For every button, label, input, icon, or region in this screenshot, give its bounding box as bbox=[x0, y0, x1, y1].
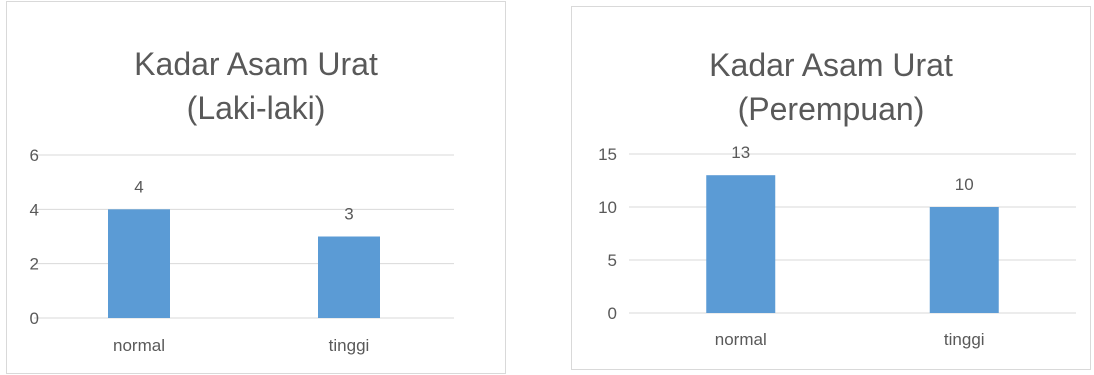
data-label: 4 bbox=[134, 177, 143, 196]
chart-panel-perempuan: Kadar Asam Urat (Perempuan) 0 5 10 15 13 norm… bbox=[571, 6, 1091, 370]
y-tick-label: 0 bbox=[30, 309, 39, 328]
x-category-label: normal bbox=[113, 336, 165, 355]
x-category-label: tinggi bbox=[329, 336, 370, 355]
chart-title-line-2: (Laki-laki) bbox=[186, 90, 326, 126]
bar bbox=[706, 175, 776, 313]
y-tick-label: 15 bbox=[598, 145, 617, 164]
x-category-label: tinggi bbox=[944, 330, 985, 349]
data-label: 3 bbox=[344, 205, 353, 224]
chart-title-line-1: Kadar Asam Urat bbox=[134, 46, 378, 82]
chart-title-line-1: Kadar Asam Urat bbox=[709, 47, 953, 83]
y-tick-label: 10 bbox=[598, 198, 617, 217]
bar bbox=[929, 207, 999, 313]
chart-panel-laki-laki: Kadar Asam Urat (Laki-laki) 0 2 4 6 4 normal 3… bbox=[6, 1, 506, 374]
bar-chart-plot: 0 5 10 15 13 normal 10 tinggi bbox=[598, 143, 1076, 349]
chart-title: Kadar Asam Urat (Laki-laki) bbox=[7, 42, 505, 130]
y-tick-label: 2 bbox=[30, 255, 39, 274]
bar bbox=[108, 209, 170, 318]
chart-title-line-2: (Perempuan) bbox=[737, 91, 925, 127]
chart-title: Kadar Asam Urat (Perempuan) bbox=[572, 43, 1090, 131]
y-tick-label: 6 bbox=[30, 146, 39, 165]
y-tick-label: 5 bbox=[608, 251, 617, 270]
bar bbox=[318, 236, 380, 318]
x-category-label: normal bbox=[715, 330, 767, 349]
y-tick-label: 0 bbox=[608, 304, 617, 323]
data-label: 13 bbox=[731, 143, 750, 162]
data-label: 10 bbox=[955, 175, 974, 194]
bar-chart-plot: 0 2 4 6 4 normal 3 tinggi bbox=[30, 146, 454, 355]
y-tick-label: 4 bbox=[30, 200, 39, 219]
